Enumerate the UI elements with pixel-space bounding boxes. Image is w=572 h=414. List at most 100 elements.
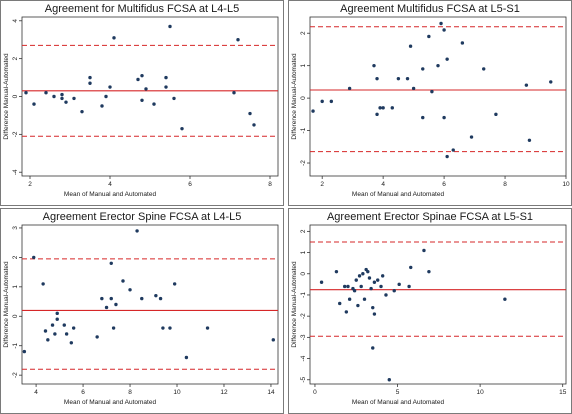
data-point bbox=[60, 92, 64, 97]
y-tick-label: -2 bbox=[12, 131, 19, 137]
plot-area bbox=[309, 224, 567, 385]
data-point bbox=[252, 123, 256, 127]
data-point bbox=[347, 86, 352, 91]
y-tick-label: -1 bbox=[300, 127, 307, 133]
data-point bbox=[319, 280, 324, 284]
x-tick-label: 4 bbox=[108, 181, 112, 188]
data-point bbox=[356, 303, 360, 308]
y-tick-label: 0 bbox=[300, 96, 307, 100]
x-tick-label: 2 bbox=[320, 181, 324, 188]
data-point bbox=[329, 99, 334, 104]
data-point bbox=[168, 326, 172, 330]
data-point bbox=[136, 77, 140, 82]
data-point bbox=[378, 106, 382, 110]
data-point bbox=[371, 346, 375, 350]
y-axis-label: Difference Manual-Automated bbox=[3, 53, 10, 140]
y-axis-label: Difference Manual-Automated bbox=[3, 261, 10, 348]
y-tick-label: -5 bbox=[300, 376, 307, 382]
data-point bbox=[140, 296, 144, 301]
data-point bbox=[140, 73, 144, 78]
x-tick-label: 2 bbox=[28, 181, 32, 188]
data-point bbox=[69, 341, 74, 345]
data-point bbox=[362, 297, 367, 301]
data-point bbox=[236, 38, 240, 42]
data-point bbox=[354, 278, 358, 282]
data-point bbox=[271, 338, 276, 342]
data-point bbox=[53, 332, 57, 336]
y-tick-label: 0 bbox=[12, 314, 19, 318]
data-point bbox=[430, 89, 434, 94]
data-point bbox=[50, 323, 55, 327]
data-point bbox=[112, 36, 116, 40]
x-tick-label: 5 bbox=[396, 389, 400, 396]
plot-area bbox=[309, 16, 567, 177]
data-point bbox=[372, 280, 377, 284]
data-point bbox=[135, 229, 139, 233]
data-point bbox=[451, 148, 455, 152]
data-point bbox=[469, 135, 474, 139]
data-point bbox=[152, 102, 156, 106]
data-point bbox=[41, 282, 45, 286]
chart-panel-3: Agreement Erector Spine FCSA at L4-L5 4 6 8… bbox=[0, 208, 284, 414]
data-point bbox=[80, 109, 84, 114]
data-point bbox=[311, 109, 315, 113]
data-point bbox=[405, 76, 410, 81]
data-point bbox=[172, 282, 177, 286]
data-point bbox=[442, 115, 446, 120]
y-tick-label: 3 bbox=[12, 226, 19, 230]
data-point bbox=[503, 297, 507, 301]
x-tick-label: 8 bbox=[128, 389, 132, 396]
x-tick-label: 12 bbox=[220, 389, 228, 396]
data-point bbox=[43, 329, 48, 333]
data-point bbox=[376, 278, 380, 282]
data-point bbox=[381, 106, 385, 110]
chart-title: Agreement for Multifidus FCSA at L4-L5 bbox=[45, 3, 239, 15]
data-point bbox=[427, 269, 431, 274]
x-axis-label: Mean of Manual and Automated bbox=[64, 399, 157, 406]
x-axis-label: Mean of Manual and Automated bbox=[352, 191, 445, 198]
data-point bbox=[100, 104, 104, 108]
y-tick-label: -2 bbox=[12, 372, 19, 378]
data-point bbox=[357, 274, 362, 278]
data-point bbox=[121, 279, 125, 283]
data-point bbox=[397, 282, 401, 287]
x-tick-label: 10 bbox=[173, 389, 181, 396]
y-tick-label: -4 bbox=[12, 169, 19, 175]
chart-title: Agreement Multifidus FCSA at L5-S1 bbox=[340, 3, 520, 15]
data-point bbox=[422, 248, 426, 253]
y-tick-label: 2 bbox=[300, 229, 307, 233]
data-point bbox=[411, 86, 416, 91]
data-point bbox=[22, 349, 27, 354]
data-point bbox=[158, 296, 163, 301]
data-point bbox=[427, 34, 431, 39]
x-tick-label: 8 bbox=[503, 181, 507, 188]
data-point bbox=[62, 323, 66, 327]
data-point bbox=[421, 67, 425, 71]
x-tick-label: 6 bbox=[442, 181, 446, 188]
data-point bbox=[104, 94, 108, 99]
chart-panel-1: Agreement for Multifidus FCSA at L4-L5 2 4… bbox=[0, 0, 284, 206]
data-point bbox=[205, 326, 210, 330]
data-point bbox=[549, 80, 553, 84]
data-point bbox=[460, 41, 465, 45]
data-point bbox=[144, 87, 148, 91]
y-tick-label: -1 bbox=[300, 292, 307, 298]
data-point bbox=[71, 326, 76, 330]
data-point bbox=[384, 293, 388, 297]
data-point bbox=[64, 100, 68, 104]
data-point bbox=[421, 115, 425, 120]
data-point bbox=[334, 269, 339, 274]
data-point bbox=[95, 335, 99, 339]
x-axis-label: Mean of Manual and Automated bbox=[64, 191, 157, 198]
y-tick-label: -2 bbox=[300, 313, 307, 319]
data-point bbox=[527, 138, 532, 143]
plot-area bbox=[21, 16, 279, 177]
data-point bbox=[232, 91, 236, 95]
x-tick-label: 8 bbox=[268, 181, 272, 188]
data-point bbox=[104, 305, 109, 310]
data-point bbox=[44, 91, 48, 95]
chart-panel-4: Agreement Erector Spinae FCSA at L5-S1 0 5… bbox=[288, 208, 572, 414]
data-point bbox=[338, 301, 342, 306]
x-tick-label: 4 bbox=[381, 181, 385, 188]
